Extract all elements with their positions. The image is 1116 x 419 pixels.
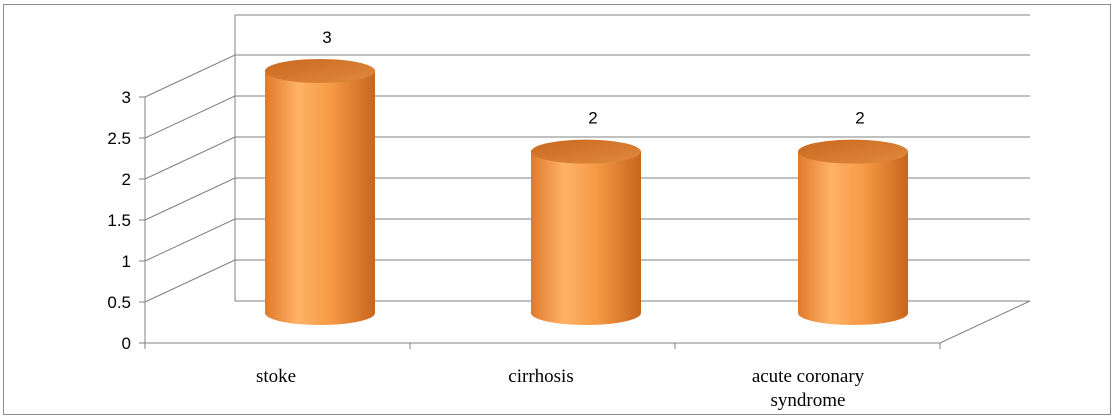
bar-top xyxy=(798,139,908,164)
gridline-diagonal xyxy=(144,95,236,139)
x-category-label: stoke xyxy=(256,366,296,387)
gridline-diagonal xyxy=(144,136,236,180)
bar-body xyxy=(798,151,908,325)
y-tick-label: 3 xyxy=(122,88,131,107)
bar-body xyxy=(531,151,641,325)
y-tick-label: 0.5 xyxy=(107,293,131,312)
x-category-label: acute coronary xyxy=(752,366,865,387)
bar xyxy=(531,139,641,325)
gridline-diagonal xyxy=(144,54,236,98)
data-label: 3 xyxy=(322,28,331,47)
gridline-diagonal xyxy=(144,259,236,303)
y-tick-label: 0 xyxy=(122,334,131,353)
bar-top xyxy=(265,59,375,83)
bar xyxy=(265,59,375,325)
y-tick-label: 1.5 xyxy=(107,211,131,230)
floor-right-edge xyxy=(939,300,1031,344)
gridline-diagonal xyxy=(144,177,236,221)
data-label: 2 xyxy=(855,109,864,128)
x-category-label: cirrhosis xyxy=(508,366,573,387)
x-category-label: syndrome xyxy=(771,390,846,411)
y-tick-label: 2 xyxy=(122,170,131,189)
bar-body xyxy=(265,71,375,325)
y-tick-label: 1 xyxy=(122,252,131,271)
y-tick-label: 2.5 xyxy=(107,129,131,148)
bar xyxy=(798,139,908,325)
data-label: 2 xyxy=(588,109,597,128)
bar-top xyxy=(531,139,641,164)
gridline-diagonal xyxy=(144,218,236,262)
